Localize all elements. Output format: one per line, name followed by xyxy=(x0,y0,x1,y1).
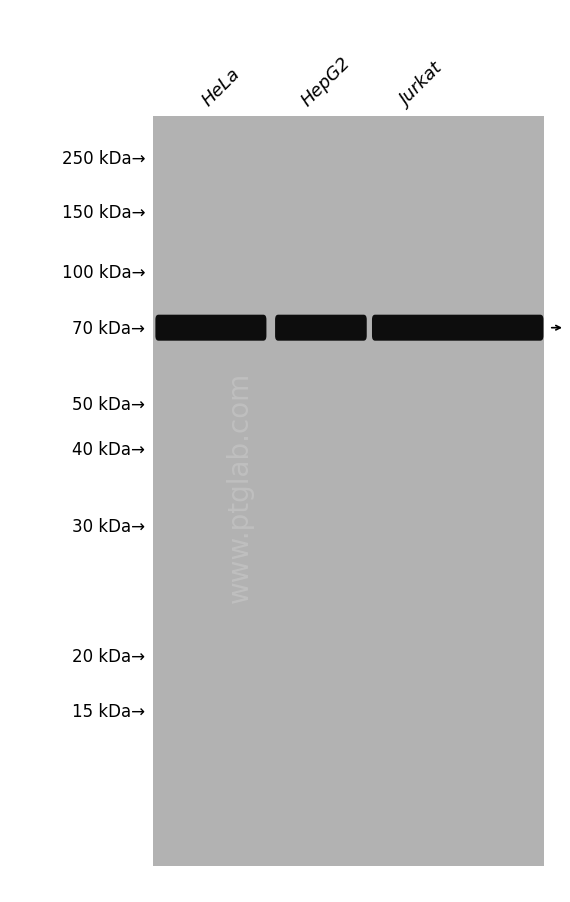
Text: 40 kDa→: 40 kDa→ xyxy=(72,440,145,458)
Text: 30 kDa→: 30 kDa→ xyxy=(72,518,145,536)
Text: HeLa: HeLa xyxy=(198,65,243,110)
Bar xyxy=(153,117,544,866)
Text: 15 kDa→: 15 kDa→ xyxy=(72,702,145,720)
Text: 100 kDa→: 100 kDa→ xyxy=(62,263,145,281)
FancyBboxPatch shape xyxy=(275,316,367,341)
Text: www.ptglab.com: www.ptglab.com xyxy=(225,372,254,603)
Text: 20 kDa→: 20 kDa→ xyxy=(72,648,145,666)
Text: Jurkat: Jurkat xyxy=(398,60,447,110)
Text: 250 kDa→: 250 kDa→ xyxy=(62,150,145,168)
FancyBboxPatch shape xyxy=(372,316,543,341)
FancyBboxPatch shape xyxy=(156,316,266,341)
Text: 70 kDa→: 70 kDa→ xyxy=(72,319,145,337)
Text: HepG2: HepG2 xyxy=(298,54,354,110)
Text: 150 kDa→: 150 kDa→ xyxy=(62,204,145,222)
Text: 50 kDa→: 50 kDa→ xyxy=(72,395,145,413)
